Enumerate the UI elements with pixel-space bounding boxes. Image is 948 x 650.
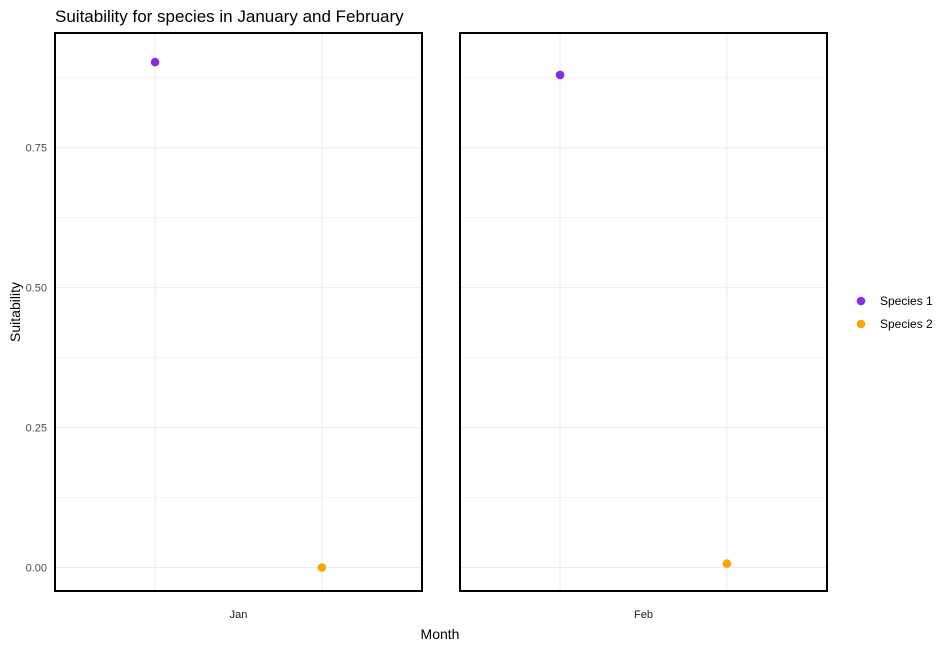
y-tick-label: 0.25 <box>26 423 47 435</box>
legend-key-2 <box>856 319 866 329</box>
y-tick-labels: 0.00 0.25 0.50 0.75 <box>26 143 47 575</box>
y-tick-label: 0.50 <box>26 283 47 295</box>
legend-key-1 <box>856 296 866 306</box>
y-axis-title: Suitability <box>7 282 23 342</box>
panel-frame <box>459 32 828 592</box>
panel-2: Feb <box>459 32 828 621</box>
y-tick-label: 0.75 <box>26 143 47 155</box>
panel-frame <box>54 32 423 592</box>
legend: Species 1 Species 2 <box>856 294 933 331</box>
chart-title: Suitability for species in January and F… <box>55 7 404 26</box>
legend-label-1: Species 1 <box>880 294 933 308</box>
panel-label: Jan <box>230 609 248 621</box>
y-tick-label: 0.00 <box>26 562 47 574</box>
data-point-species-2 <box>317 563 327 572</box>
panel-label: Feb <box>634 609 653 621</box>
x-axis-title: Month <box>421 626 460 642</box>
legend-label-2: Species 2 <box>880 317 933 331</box>
panel-1: Jan <box>54 32 423 621</box>
data-point-species-2 <box>722 559 732 568</box>
data-point-species-1 <box>555 70 565 80</box>
data-point-species-1 <box>150 57 160 67</box>
